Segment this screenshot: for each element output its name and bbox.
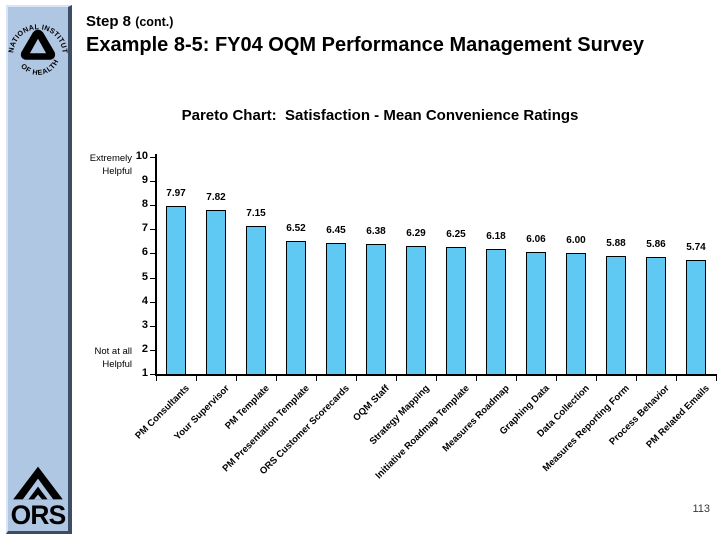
x-tick bbox=[236, 376, 237, 381]
y-axis-line bbox=[155, 154, 157, 376]
bar bbox=[406, 246, 426, 375]
bar bbox=[286, 240, 306, 375]
slide-title: Example 8-5: FY04 OQM Performance Manage… bbox=[86, 34, 644, 56]
x-tick bbox=[316, 376, 317, 381]
y-tick-label: 1 bbox=[141, 367, 148, 379]
nih-logo: NATIONAL INSTITUTES OF HEALTH bbox=[8, 10, 68, 77]
bar bbox=[326, 242, 346, 375]
x-tick bbox=[476, 376, 477, 381]
x-tick bbox=[436, 376, 437, 381]
bar bbox=[446, 247, 466, 375]
y-tick bbox=[150, 253, 156, 255]
bar-value-label: 5.88 bbox=[606, 238, 626, 250]
bar bbox=[526, 251, 546, 375]
x-tick bbox=[196, 376, 197, 381]
bar-value-label: 5.74 bbox=[686, 241, 706, 253]
x-tick bbox=[556, 376, 557, 381]
y-axis-top-label-line1: Extremely bbox=[89, 153, 132, 164]
bar-value-label: 6.06 bbox=[526, 233, 546, 245]
y-axis-top-label: Extremely Helpful bbox=[58, 152, 132, 178]
y-tick-label: 3 bbox=[141, 318, 148, 331]
y-tick-label: 9 bbox=[141, 174, 148, 187]
y-tick-label: 6 bbox=[141, 246, 148, 259]
nih-arc-bottom-text: OF HEALTH bbox=[19, 57, 60, 77]
bar bbox=[246, 225, 266, 375]
bar bbox=[606, 256, 626, 375]
x-tick bbox=[156, 376, 157, 381]
bar bbox=[686, 259, 706, 375]
y-tick-label: 4 bbox=[141, 294, 148, 307]
ors-logo: ORS bbox=[11, 466, 66, 530]
nih-mark-icon bbox=[20, 29, 56, 60]
y-tick bbox=[150, 277, 156, 279]
header: Step 8 (cont.) Example 8-5: FY04 OQM Per… bbox=[86, 13, 646, 57]
ors-mark-icon bbox=[13, 466, 63, 500]
ors-label: ORS bbox=[11, 500, 66, 530]
bar bbox=[566, 253, 586, 375]
bar-value-label: 7.82 bbox=[206, 191, 226, 203]
x-tick bbox=[636, 376, 637, 381]
step-label: Step 8 bbox=[86, 13, 136, 30]
bar-value-label: 6.29 bbox=[406, 228, 426, 240]
y-axis-bottom-label-line1: Not at all bbox=[94, 346, 133, 357]
bar-value-label: 6.18 bbox=[486, 231, 506, 243]
x-tick bbox=[356, 376, 357, 381]
bar bbox=[486, 249, 506, 375]
y-tick bbox=[150, 205, 156, 207]
bar bbox=[646, 256, 666, 375]
y-tick-label: 10 bbox=[135, 150, 148, 162]
y-tick-label: 5 bbox=[141, 270, 148, 283]
page-number: 113 bbox=[692, 503, 710, 515]
y-axis-top-label-line2: Helpful bbox=[102, 166, 132, 177]
bar-value-label: 6.38 bbox=[366, 226, 386, 238]
svg-text:OF HEALTH: OF HEALTH bbox=[19, 57, 60, 77]
x-tick bbox=[676, 376, 677, 381]
chart-title: Pareto Chart: Satisfaction - Mean Conven… bbox=[181, 107, 579, 124]
y-tick bbox=[150, 229, 156, 231]
x-axis-line bbox=[155, 374, 717, 376]
bar-value-label: 6.00 bbox=[566, 235, 586, 247]
y-tick bbox=[150, 325, 156, 327]
x-tick bbox=[716, 376, 717, 381]
bar-value-label: 6.45 bbox=[326, 224, 346, 236]
x-tick bbox=[396, 376, 397, 381]
x-tick bbox=[596, 376, 597, 381]
y-tick bbox=[150, 374, 156, 375]
y-tick bbox=[150, 181, 156, 183]
bar bbox=[206, 209, 226, 375]
bar-value-label: 7.97 bbox=[166, 187, 186, 199]
y-axis-bottom-label-line2: Helpful bbox=[102, 359, 132, 370]
bar-value-label: 7.15 bbox=[246, 207, 266, 219]
bar bbox=[366, 244, 386, 375]
y-tick-label: 7 bbox=[141, 222, 148, 235]
bar-value-label: 5.86 bbox=[646, 238, 666, 250]
x-tick bbox=[276, 376, 277, 381]
step-cont-label: (cont.) bbox=[135, 15, 174, 29]
y-tick-label: 2 bbox=[141, 342, 148, 355]
bar bbox=[166, 205, 186, 375]
y-tick bbox=[150, 157, 156, 158]
y-tick-label: 8 bbox=[141, 198, 148, 211]
y-tick bbox=[150, 301, 156, 303]
sidebar: NATIONAL INSTITUTES OF HEALTH ORS bbox=[6, 5, 72, 534]
bar-value-label: 6.25 bbox=[446, 229, 466, 241]
y-axis-bottom-label: Not at all Helpful bbox=[58, 345, 133, 371]
step-heading: Step 8 (cont.) bbox=[86, 13, 646, 31]
bar-value-label: 6.52 bbox=[286, 222, 306, 234]
x-tick bbox=[516, 376, 517, 381]
y-tick bbox=[150, 349, 156, 351]
